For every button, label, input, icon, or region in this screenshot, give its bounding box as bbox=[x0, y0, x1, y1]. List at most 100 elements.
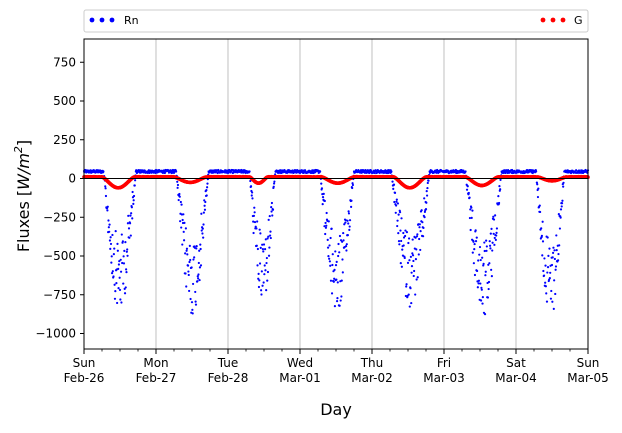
rn-point bbox=[199, 247, 202, 251]
y-axis-title-main: Fluxes [ bbox=[14, 190, 33, 252]
rn-point bbox=[479, 282, 482, 285]
rn-point bbox=[175, 170, 178, 173]
rn-point bbox=[557, 213, 560, 216]
rn-point bbox=[426, 186, 429, 190]
rn-point bbox=[205, 189, 208, 192]
rn-point bbox=[114, 290, 117, 293]
rn-point bbox=[107, 219, 110, 222]
rn-point bbox=[113, 247, 116, 250]
rn-point bbox=[321, 196, 325, 199]
rn-point bbox=[341, 240, 344, 243]
y-axis-title: Fluxes [W/m2] bbox=[12, 140, 33, 252]
rn-point bbox=[334, 250, 337, 253]
rn-point bbox=[400, 265, 403, 268]
rn-point bbox=[189, 258, 192, 262]
rn-point bbox=[548, 276, 551, 280]
rn-point bbox=[473, 242, 476, 246]
rn-point bbox=[488, 240, 491, 243]
rn-point bbox=[256, 264, 259, 267]
rn-point bbox=[329, 264, 332, 267]
rn-point bbox=[336, 297, 339, 300]
rn-point bbox=[194, 300, 197, 303]
x-tick-label-date-7: Mar-05 bbox=[567, 371, 608, 385]
rn-point bbox=[472, 240, 475, 243]
rn-point bbox=[321, 203, 324, 206]
rn-point bbox=[195, 247, 198, 250]
rn-point bbox=[404, 234, 407, 238]
rn-point bbox=[411, 252, 414, 255]
rn-point bbox=[347, 222, 350, 225]
rn-point bbox=[126, 254, 129, 257]
rn-point bbox=[489, 247, 492, 250]
rn-point bbox=[340, 279, 343, 282]
rn-point bbox=[552, 246, 555, 249]
rn-point bbox=[415, 248, 418, 251]
rn-point bbox=[499, 188, 502, 191]
rn-point bbox=[475, 236, 478, 239]
rn-point bbox=[397, 213, 400, 216]
rn-point bbox=[183, 221, 186, 224]
rn-point bbox=[248, 170, 251, 173]
rn-point bbox=[404, 229, 407, 232]
rn-point bbox=[206, 186, 209, 189]
rn-point bbox=[344, 245, 348, 248]
rn-point bbox=[327, 220, 330, 223]
rn-point bbox=[495, 231, 498, 234]
rn-point bbox=[198, 249, 201, 252]
rn-point bbox=[257, 277, 260, 280]
rn-point bbox=[373, 171, 376, 175]
rn-point bbox=[257, 285, 261, 289]
rn-point bbox=[198, 266, 202, 269]
rn-point bbox=[332, 280, 335, 283]
rn-point bbox=[561, 199, 564, 202]
rn-point bbox=[395, 200, 398, 203]
y-axis-title-exponent: 2 bbox=[12, 146, 25, 153]
rn-point bbox=[422, 235, 425, 238]
y-tick-label-6: 500 bbox=[53, 94, 76, 108]
rn-point bbox=[120, 233, 123, 236]
rn-point bbox=[536, 195, 540, 199]
rn-point bbox=[267, 218, 270, 221]
rn-point bbox=[184, 272, 187, 275]
x-axis-title: Day bbox=[320, 400, 352, 419]
rn-point bbox=[279, 169, 282, 172]
rn-point bbox=[335, 300, 339, 303]
rn-point bbox=[119, 298, 122, 301]
rn-point bbox=[264, 238, 267, 241]
rn-point bbox=[497, 201, 501, 205]
rn-point bbox=[417, 253, 420, 256]
y-tick-label-1: −750 bbox=[43, 288, 76, 302]
rn-point bbox=[546, 236, 549, 239]
rn-point bbox=[115, 281, 118, 285]
rn-point bbox=[418, 226, 421, 229]
rn-point bbox=[391, 180, 394, 183]
rn-point bbox=[274, 173, 277, 176]
rn-point bbox=[193, 256, 196, 259]
rn-point bbox=[337, 242, 340, 246]
rn-point bbox=[346, 219, 349, 222]
rn-point bbox=[116, 301, 119, 305]
rn-point bbox=[472, 262, 475, 265]
rn-point bbox=[323, 199, 326, 203]
rn-point bbox=[494, 214, 497, 217]
rn-point bbox=[319, 170, 322, 173]
x-tick-label-day-0: Sun bbox=[73, 356, 96, 370]
rn-point bbox=[181, 218, 184, 222]
rn-point bbox=[184, 252, 187, 255]
rn-point bbox=[122, 262, 126, 265]
rn-point bbox=[492, 232, 495, 235]
legend-label-g: G bbox=[574, 14, 583, 27]
rn-point bbox=[123, 249, 126, 252]
rn-point bbox=[554, 268, 557, 271]
rn-point bbox=[409, 287, 412, 290]
rn-point bbox=[270, 201, 274, 205]
rn-point bbox=[484, 270, 487, 273]
rn-point bbox=[414, 236, 417, 239]
rn-point bbox=[541, 240, 545, 243]
rn-point bbox=[104, 185, 107, 188]
rn-point bbox=[199, 243, 202, 246]
rn-point bbox=[328, 244, 331, 247]
rn-point bbox=[118, 276, 121, 279]
rn-point bbox=[325, 224, 328, 227]
rn-point bbox=[249, 179, 252, 183]
